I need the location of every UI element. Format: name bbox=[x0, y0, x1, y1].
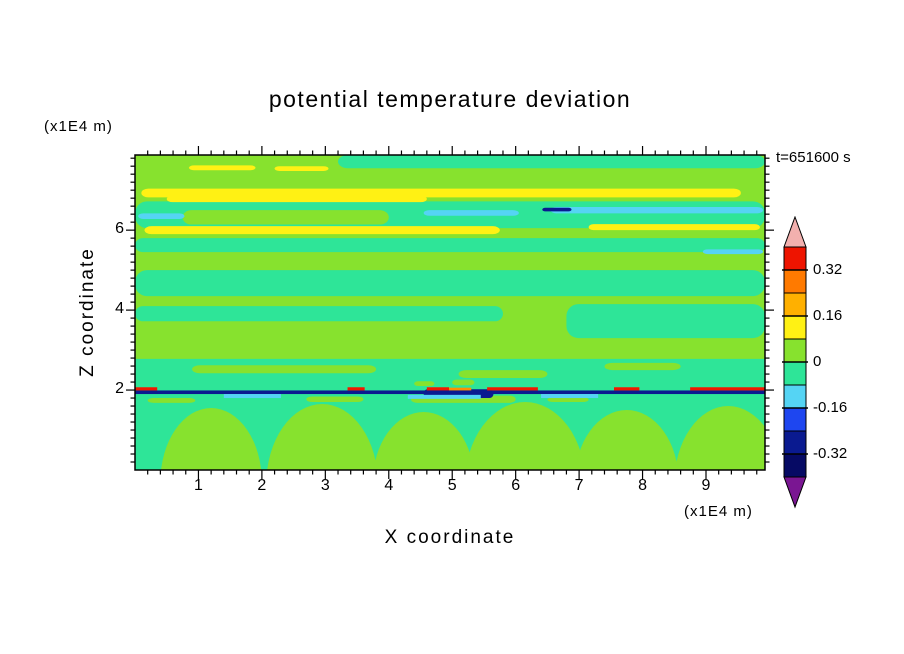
z-tick-label: 6 bbox=[115, 220, 124, 238]
time-label: t=651600 s bbox=[776, 149, 851, 166]
x-tick-label: 8 bbox=[638, 477, 647, 494]
x-tick-label: 6 bbox=[511, 477, 521, 494]
contour-plot bbox=[126, 146, 774, 479]
colorbar bbox=[782, 216, 808, 509]
colorbar-label: 0.16 bbox=[813, 307, 843, 324]
chart-title: potential temperature deviation bbox=[268, 86, 632, 112]
colorbar-label: -0.32 bbox=[813, 445, 848, 462]
x-tick-label: 4 bbox=[384, 477, 394, 494]
x-tick-label: 7 bbox=[574, 477, 584, 494]
z-tick-label: 2 bbox=[115, 380, 124, 398]
colorbar-label: 0 bbox=[813, 353, 822, 370]
colorbar-label: 0.32 bbox=[813, 261, 843, 278]
z-tick-label: 4 bbox=[115, 300, 124, 318]
x-tick-label: 3 bbox=[320, 477, 330, 494]
x-tick-label: 1 bbox=[193, 477, 203, 494]
x-axis-label: X coordinate bbox=[384, 527, 516, 548]
x-tick-label: 2 bbox=[257, 477, 267, 494]
z-axis-unit-label: (x1E4 m) bbox=[44, 118, 113, 135]
x-tick-label: 9 bbox=[701, 477, 711, 494]
x-tick-label: 5 bbox=[447, 477, 457, 494]
x-axis-unit-label: (x1E4 m) bbox=[684, 503, 753, 520]
colorbar-label: -0.16 bbox=[813, 399, 848, 416]
